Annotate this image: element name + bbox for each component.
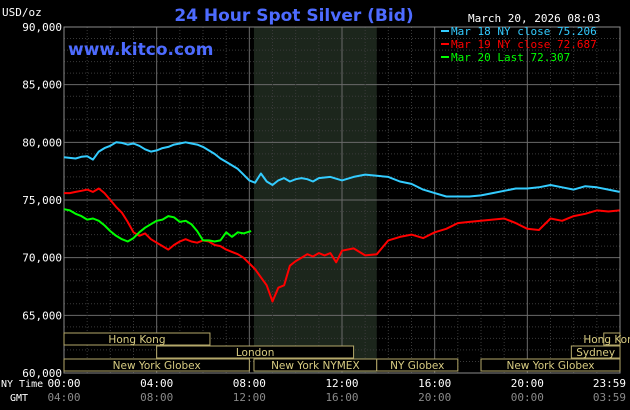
x-tick-label-gmt: 08:00 [140,391,173,404]
x-tick-label-gmt: 12:00 [233,391,266,404]
session-label: Hong Kong [583,334,630,346]
series-line [63,141,620,198]
x-tick-label-ny: 16:00 [418,377,451,390]
plot-border [63,26,621,374]
session-box [603,332,621,346]
session-label: New York Globex [113,360,201,372]
x-tick-label-ny: 08:00 [233,377,266,390]
session-label: New York NYMEX [271,360,360,372]
unit-label: USD/oz [2,6,42,19]
x-tick-label-gmt: 16:00 [325,391,358,404]
x-axis-labels: 00:00 04:00 08:00 12:00 16:00 20:00 23:5904:00… [47,377,626,404]
session-box [156,345,355,359]
y-tick-label: 80,000 [22,136,62,149]
x-tick-label-ny: 00:00 [47,377,80,390]
legend-entry: Mar 20 Last 72.307 [451,51,570,64]
x-tick-label-ny: 23:59 [593,377,626,390]
session-label: Sydney [576,347,615,359]
session-label: NY Globex [390,360,444,372]
x-tick-label-ny: 12:00 [325,377,358,390]
chart-title: 24 Hour Spot Silver (Bid) [174,6,413,26]
y-tick-label: 75,000 [22,194,62,207]
session-label: Hong Kong [108,334,165,346]
legend-entry: Mar 19 NY close 72.687 [451,38,597,51]
y-tick-label: 85,000 [22,79,62,92]
watermark[interactable]: www.kitco.com [68,40,213,60]
session-box [570,345,621,359]
session-box [63,332,211,346]
x-tick-label-ny: 04:00 [140,377,173,390]
y-axis-labels: 90,000 85,000 80,000 75,000 70,000 65,000 60,0… [22,21,62,380]
x-tick-label-gmt: 00:00 [511,391,544,404]
session-box [63,358,250,372]
legend-entry: Mar 18 NY close 75.206 [451,25,597,38]
series-line [64,187,620,303]
x-tick-label-gmt: 04:00 [47,391,80,404]
price-lines [63,141,620,303]
date-label: March 20, 2026 08:03 [468,12,600,25]
x-tick-label-gmt: 03:59 [593,391,626,404]
y-tick-label: 70,000 [22,252,62,265]
series-line [63,208,252,243]
x-tick-label-ny: 20:00 [511,377,544,390]
x-row-label-ny: NY Time [1,379,43,390]
y-tick-label: 90,000 [22,21,62,34]
session-label: London [236,347,275,359]
session-label: New York Globex [506,360,594,372]
x-row-label-gmt: GMT [10,393,28,404]
session-box [480,358,621,372]
chart-grid [63,26,621,374]
y-tick-label: 60,000 [22,367,62,380]
y-tick-label: 65,000 [22,309,62,322]
x-tick-label-gmt: 20:00 [418,391,451,404]
session-box [376,358,459,372]
